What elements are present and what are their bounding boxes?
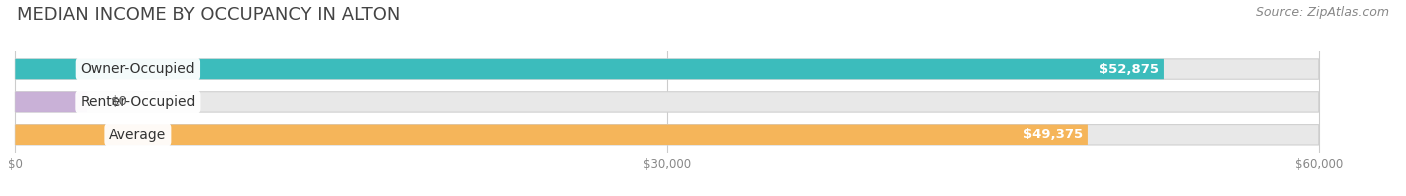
Text: Source: ZipAtlas.com: Source: ZipAtlas.com xyxy=(1256,6,1389,19)
FancyBboxPatch shape xyxy=(15,59,1319,79)
Text: $52,875: $52,875 xyxy=(1098,63,1159,75)
FancyBboxPatch shape xyxy=(15,92,87,112)
FancyBboxPatch shape xyxy=(15,125,1319,145)
FancyBboxPatch shape xyxy=(15,92,1319,112)
Text: $49,375: $49,375 xyxy=(1022,128,1083,141)
Text: Average: Average xyxy=(110,128,166,142)
FancyBboxPatch shape xyxy=(15,125,1088,145)
FancyBboxPatch shape xyxy=(15,59,1164,79)
Text: Owner-Occupied: Owner-Occupied xyxy=(80,62,195,76)
Text: MEDIAN INCOME BY OCCUPANCY IN ALTON: MEDIAN INCOME BY OCCUPANCY IN ALTON xyxy=(17,6,401,24)
Text: Renter-Occupied: Renter-Occupied xyxy=(80,95,195,109)
Text: $0: $0 xyxy=(111,95,128,108)
